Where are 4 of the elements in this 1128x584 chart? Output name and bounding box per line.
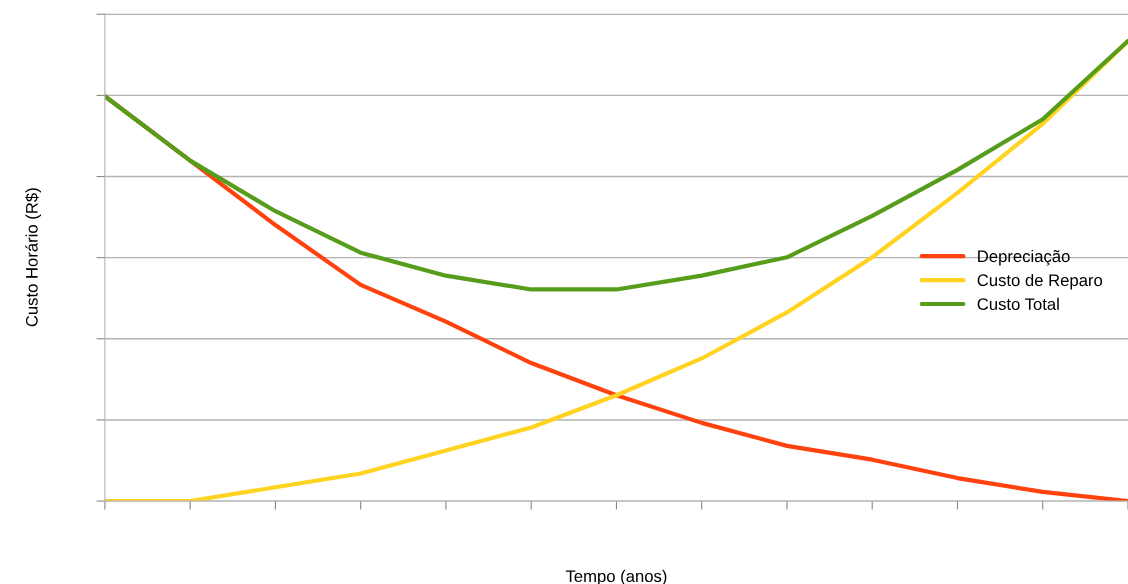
- legend-label: Custo Total: [977, 297, 1059, 311]
- legend-label: Custo de Reparo: [977, 273, 1103, 290]
- y-axis-title: Custo Horário (R$): [25, 188, 42, 327]
- legend-label: Depreciação: [978, 249, 1070, 266]
